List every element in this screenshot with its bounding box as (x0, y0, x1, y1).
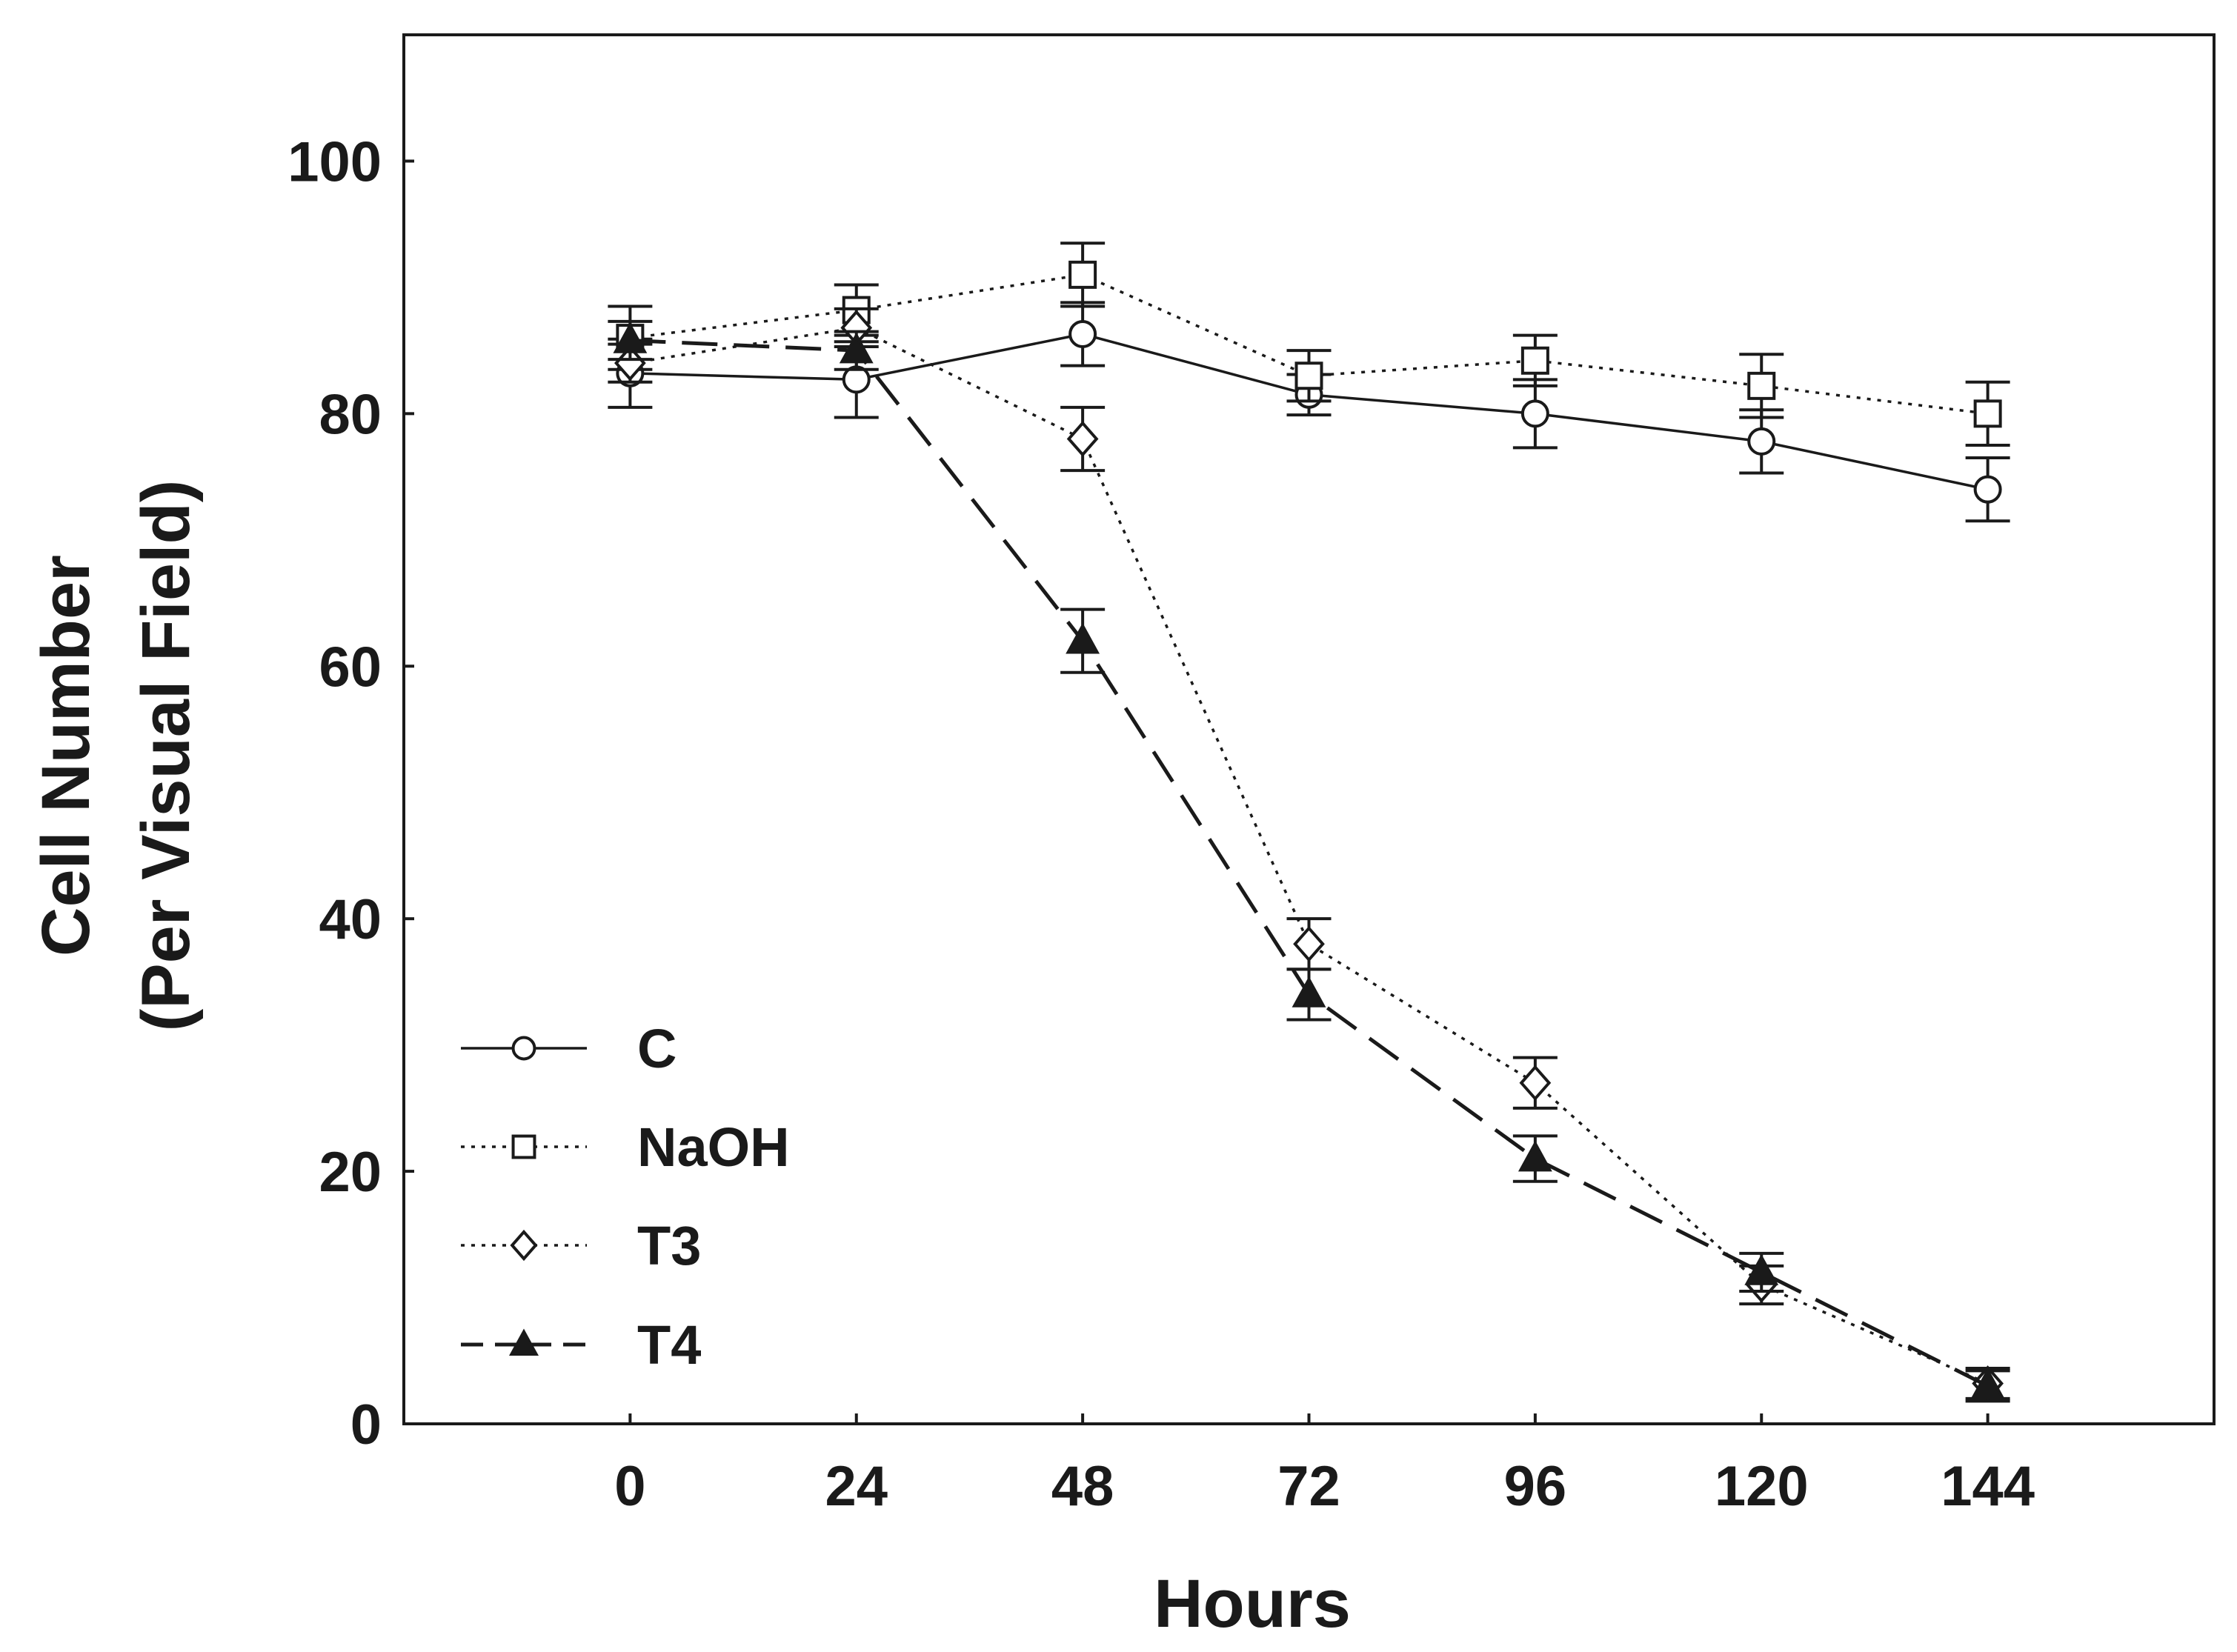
x-axis-title: Hours (1154, 1566, 1351, 1642)
data-point-c (1973, 475, 2002, 504)
data-point-t4 (839, 332, 874, 364)
legend: C NaOH T3 T4 (461, 1018, 790, 1376)
series-c (608, 301, 2010, 523)
data-point-naoh (1520, 346, 1549, 375)
x-axis: 0 24 48 72 96 120 144 (614, 1413, 2035, 1518)
legend-marker-naoh (511, 1134, 536, 1159)
legend-marker-c (511, 1036, 536, 1061)
legend-marker-t3 (510, 1229, 538, 1262)
series-line-t3 (630, 326, 1989, 1385)
legend-marker-t4 (509, 1328, 539, 1356)
legend-label-naoh: NaOH (637, 1116, 790, 1178)
data-point-t4 (1970, 1368, 2005, 1399)
legend-label-t4: T4 (637, 1314, 701, 1376)
data-point-c (1520, 399, 1549, 428)
data-point-t4 (1292, 976, 1326, 1007)
data-point-naoh (1294, 362, 1323, 390)
y-axis-title-line-1: Cell Number (28, 555, 104, 956)
y-tick-label: 80 (319, 383, 382, 446)
legend-label-c: C (637, 1018, 677, 1079)
y-tick-label: 100 (287, 130, 382, 193)
x-tick-label: 120 (1715, 1455, 1809, 1518)
series-layer (608, 242, 2010, 1403)
data-point-c (1747, 427, 1776, 456)
data-point-t4 (613, 322, 648, 353)
x-tick-label: 144 (1941, 1455, 2035, 1518)
data-point-t3 (1519, 1065, 1552, 1102)
y-axis-title-line-2: (Per Visual Field) (128, 480, 204, 1032)
data-point-t3 (1066, 421, 1099, 457)
data-point-t4 (1066, 622, 1100, 654)
series-t3 (608, 307, 2010, 1402)
data-point-t4 (1518, 1140, 1552, 1172)
x-tick-label: 48 (1051, 1455, 1114, 1518)
series-t4 (608, 319, 2010, 1403)
data-point-naoh (1973, 399, 2002, 428)
y-axis: 0 20 40 60 80 100 (287, 130, 414, 1456)
x-tick-label: 72 (1277, 1455, 1340, 1518)
data-point-t3 (1293, 925, 1325, 962)
y-tick-label: 20 (319, 1141, 382, 1204)
data-point-naoh (1747, 371, 1776, 400)
data-point-t4 (1744, 1253, 1779, 1285)
y-tick-label: 0 (350, 1393, 382, 1456)
y-tick-label: 60 (319, 636, 382, 699)
legend-label-t3: T3 (637, 1215, 701, 1276)
x-tick-label: 0 (614, 1455, 645, 1518)
x-tick-label: 24 (825, 1455, 888, 1518)
data-point-c (1068, 319, 1097, 348)
x-tick-label: 96 (1504, 1455, 1567, 1518)
y-tick-label: 40 (319, 888, 382, 951)
series-naoh (608, 242, 2010, 447)
data-point-naoh (1068, 260, 1097, 289)
series-line-t4 (630, 339, 1989, 1388)
